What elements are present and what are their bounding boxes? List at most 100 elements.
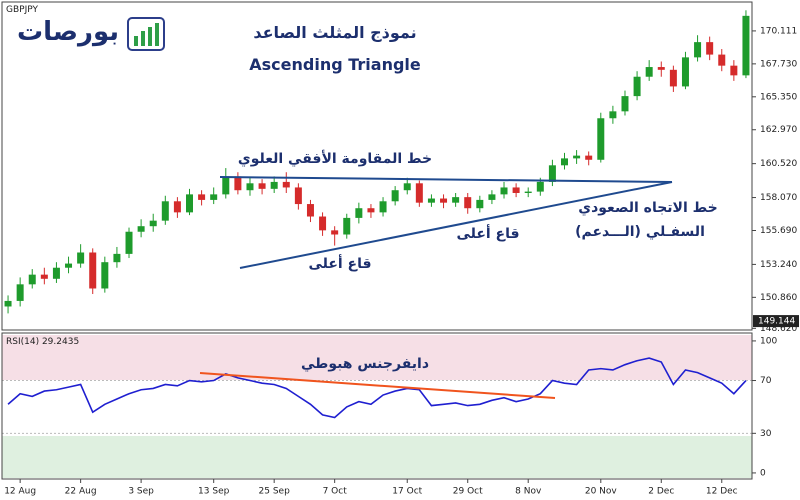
candle-body bbox=[101, 262, 109, 289]
candle-body bbox=[633, 76, 641, 97]
annotation: السفـلي (الـــدعم) bbox=[575, 224, 705, 240]
candle-body bbox=[548, 165, 556, 182]
annotation: قاع أعلى bbox=[308, 254, 371, 272]
candle-body bbox=[270, 181, 278, 189]
y-tick-label: 170.111 bbox=[760, 26, 797, 36]
x-tick-label: 13 Sep bbox=[198, 487, 230, 497]
candle-body bbox=[258, 183, 266, 189]
candle-body bbox=[234, 176, 242, 191]
candle-body bbox=[730, 65, 738, 76]
y-tick-label: 158.070 bbox=[760, 193, 797, 203]
x-tick-label: 17 Oct bbox=[392, 487, 422, 497]
rsi-line bbox=[7, 357, 747, 419]
y-tick-label: 70 bbox=[760, 376, 772, 386]
candle-body bbox=[403, 183, 411, 191]
rsi-title: RSI(14) 29.2435 bbox=[6, 337, 79, 347]
x-tick-label: 20 Nov bbox=[585, 487, 618, 497]
candle-body bbox=[488, 194, 496, 200]
candle-body bbox=[427, 198, 435, 203]
y-tick-label: 155.690 bbox=[760, 226, 797, 236]
candle-body bbox=[379, 201, 387, 213]
x-tick-label: 7 Oct bbox=[323, 487, 348, 497]
y-tick-label: 165.350 bbox=[760, 92, 797, 102]
y-tick-label: 100 bbox=[760, 336, 777, 346]
candle-body bbox=[645, 67, 653, 77]
candle-body bbox=[113, 253, 121, 263]
divergence-line bbox=[199, 372, 556, 399]
candle-body bbox=[246, 183, 254, 191]
chart-subtitle: Ascending Triangle bbox=[249, 55, 421, 74]
candle-body bbox=[28, 274, 36, 285]
candle-body bbox=[149, 220, 157, 227]
chart-title: نموذج المثلث الصاعد bbox=[253, 23, 416, 42]
support-line bbox=[239, 181, 673, 269]
candle-body bbox=[161, 201, 169, 221]
y-tick-label: 30 bbox=[760, 429, 772, 439]
candle-body bbox=[125, 231, 133, 254]
x-tick-label: 25 Sep bbox=[259, 487, 291, 497]
candle-body bbox=[742, 15, 750, 76]
y-tick-label: 162.970 bbox=[760, 125, 797, 135]
candle-body bbox=[657, 67, 665, 70]
candle-body bbox=[4, 300, 12, 307]
candle-body bbox=[173, 201, 181, 213]
candle-body bbox=[464, 197, 472, 209]
candle-body bbox=[198, 194, 206, 200]
annotation: دايفرجنس هبوطي bbox=[301, 356, 429, 372]
last-price-label: 149.144 bbox=[758, 317, 795, 327]
rsi-frame bbox=[1, 332, 753, 480]
candle-body bbox=[282, 181, 290, 188]
price-frame bbox=[1, 1, 753, 331]
candle-body bbox=[77, 252, 85, 264]
candle-body bbox=[561, 158, 568, 166]
candle-body bbox=[186, 194, 193, 213]
candle-body bbox=[52, 267, 60, 279]
logo-icon bbox=[127, 17, 165, 51]
candle-body bbox=[367, 208, 375, 213]
x-tick-label: 3 Sep bbox=[128, 487, 154, 497]
candle-body bbox=[694, 42, 702, 58]
candle-body bbox=[89, 252, 97, 289]
annotation: قاع أعلى bbox=[456, 224, 519, 242]
candle-body bbox=[210, 194, 218, 200]
candle-body bbox=[415, 183, 423, 203]
candle-body bbox=[343, 217, 351, 235]
candle-body bbox=[294, 187, 302, 205]
candle-body bbox=[597, 118, 605, 160]
x-tick-label: 2 Dec bbox=[648, 487, 674, 497]
symbol: GBPJPY bbox=[6, 5, 38, 15]
candle-body bbox=[681, 57, 689, 87]
x-tick-label: 12 Dec bbox=[706, 487, 738, 497]
candle-body bbox=[500, 187, 508, 195]
annotation: خط الاتجاه الصعودي bbox=[578, 200, 717, 217]
y-tick-label: 153.240 bbox=[760, 260, 797, 270]
y-tick-label: 167.730 bbox=[760, 59, 797, 69]
candle-body bbox=[306, 204, 314, 217]
candle-body bbox=[512, 187, 520, 193]
candle-body bbox=[440, 198, 448, 203]
x-tick-label: 22 Aug bbox=[65, 487, 97, 497]
candle-body bbox=[16, 284, 24, 301]
candle-body bbox=[355, 208, 363, 218]
logo: بورصات bbox=[17, 17, 119, 47]
candle-body bbox=[65, 263, 73, 268]
annotation: خط المقاومة الأفقي العلوي bbox=[238, 150, 432, 168]
candle-body bbox=[524, 191, 532, 193]
y-tick-label: 148.620 bbox=[760, 324, 797, 334]
last-price-tag bbox=[753, 315, 799, 328]
overbought-zone bbox=[2, 335, 752, 380]
x-tick-label: 8 Nov bbox=[515, 487, 542, 497]
oversold-zone bbox=[2, 436, 752, 478]
candle-body bbox=[319, 216, 327, 231]
candle-body bbox=[585, 155, 593, 160]
y-tick-label: 160.520 bbox=[760, 159, 797, 169]
candle-body bbox=[137, 226, 145, 232]
candle-body bbox=[669, 69, 677, 87]
candle-body bbox=[40, 274, 48, 279]
y-tick-label: 0 bbox=[760, 468, 766, 478]
resistance-line bbox=[219, 176, 673, 183]
x-tick-label: 12 Aug bbox=[4, 487, 36, 497]
candle-body bbox=[718, 54, 726, 66]
